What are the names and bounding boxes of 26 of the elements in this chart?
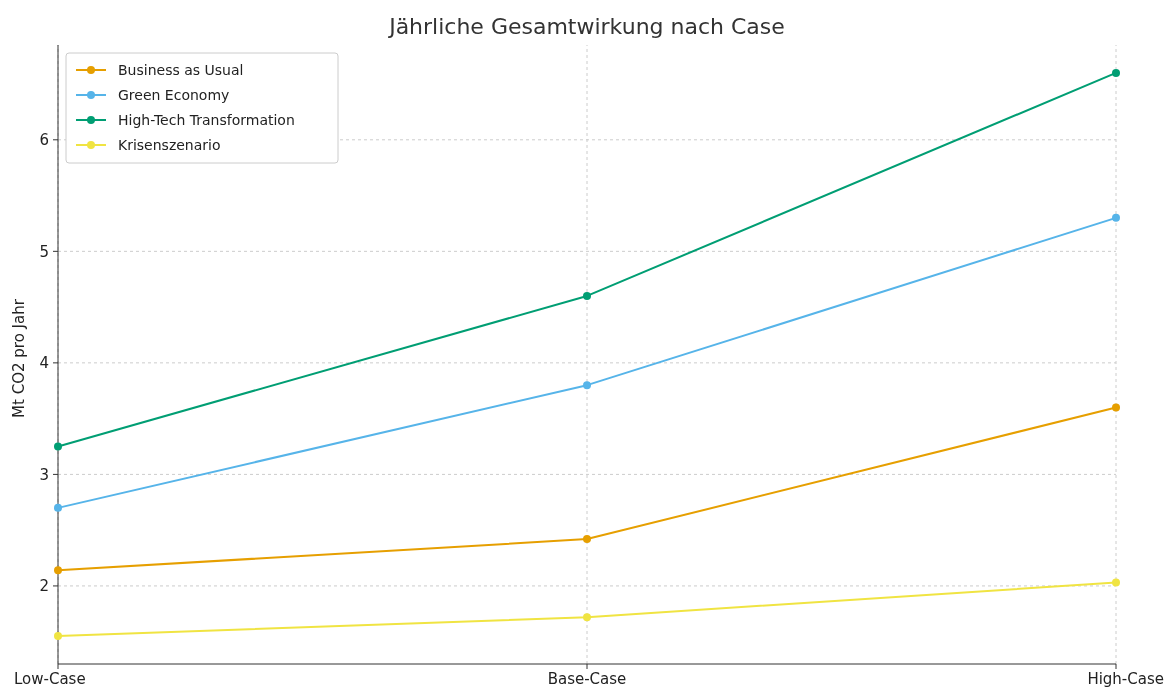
y-tick-label: 5: [39, 242, 49, 261]
point: [1112, 403, 1120, 412]
legend-label: High-Tech Transformation: [118, 111, 295, 128]
chart-title: Jährliche Gesamtwirkung nach Case: [387, 14, 785, 39]
point: [54, 632, 62, 641]
legend-label: Green Economy: [118, 86, 230, 103]
x-tick-label: Low-Case: [14, 670, 86, 688]
x-tick-label: High-Case: [1087, 670, 1164, 688]
point: [583, 613, 591, 622]
y-axis-title: Mt CO2 pro Jahr: [10, 298, 28, 418]
point: [583, 381, 591, 390]
legend-label: Business as Usual: [118, 61, 244, 78]
y-tick-label: 3: [39, 465, 49, 484]
point: [54, 503, 62, 512]
point: [1112, 578, 1120, 587]
y-tick-label: 4: [39, 354, 49, 373]
point: [1112, 213, 1120, 222]
point: [54, 442, 62, 451]
point: [583, 291, 591, 300]
y-tick-label: 2: [39, 577, 49, 596]
legend-label: Krisenszenario: [118, 136, 221, 153]
point: [54, 566, 62, 575]
point: [1112, 68, 1120, 77]
point: [583, 535, 591, 544]
y-tick-label: 6: [39, 131, 49, 150]
x-tick-label: Base-Case: [547, 670, 627, 688]
